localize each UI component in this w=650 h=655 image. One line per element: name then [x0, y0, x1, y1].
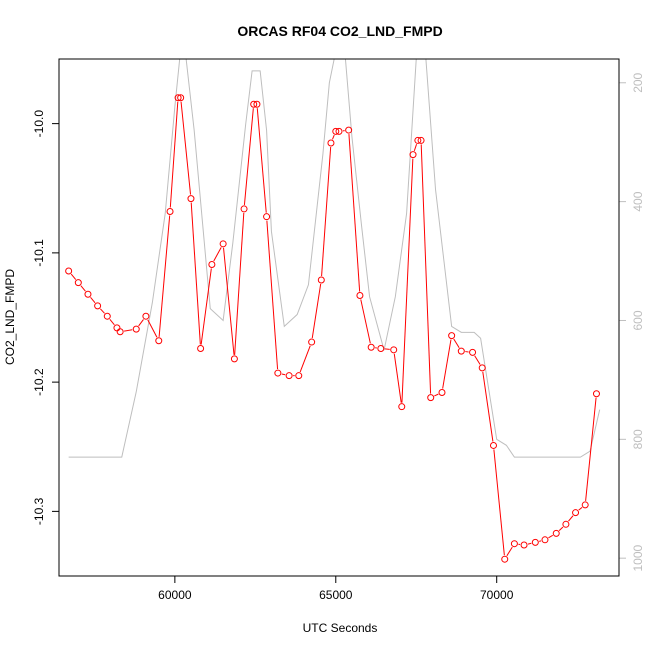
y-axis-label: CO2_LND_FMPD — [3, 269, 17, 365]
y2-tick-label: 600 — [631, 310, 645, 330]
y-tick-label: -10.3 — [32, 497, 46, 525]
y-tick-label: -10.1 — [32, 239, 46, 267]
y-tick-label: -10.0 — [32, 110, 46, 138]
x-tick-label: 65000 — [319, 588, 353, 602]
chart-title: ORCAS RF04 CO2_LND_FMPD — [237, 23, 442, 39]
primary-series-segment — [539, 541, 541, 542]
y2-tick-label: 200 — [631, 72, 645, 92]
x-tick-label: 70000 — [480, 588, 514, 602]
x-axis-label: UTC Seconds — [303, 621, 378, 635]
y2-tick-label: 1000 — [631, 545, 645, 572]
y2-tick-label: 400 — [631, 191, 645, 211]
y2-tick-label: 800 — [631, 429, 645, 449]
x-tick-label: 60000 — [158, 588, 192, 602]
y-tick-label: -10.2 — [32, 368, 46, 396]
